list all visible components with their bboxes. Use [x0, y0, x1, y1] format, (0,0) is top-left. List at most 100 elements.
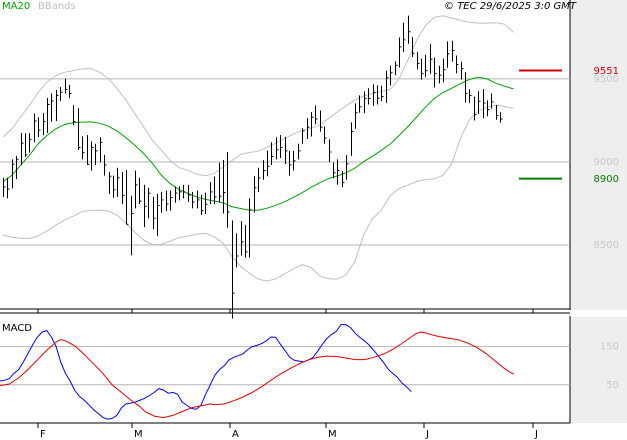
price-bar [192, 191, 195, 209]
price-bar [91, 141, 94, 171]
ohlc-bars [3, 15, 503, 319]
ma20-line [2, 76, 514, 211]
price-bar [302, 128, 305, 144]
price-bar [386, 70, 389, 104]
support-level-label: 8900 [594, 174, 619, 185]
price-tick-label: 9000 [594, 157, 619, 168]
price-bar [122, 171, 125, 205]
price-bar [144, 184, 147, 228]
price-bar [197, 190, 200, 209]
price-bar [425, 54, 428, 78]
month-label: J [534, 429, 538, 440]
bband-upper-line [2, 15, 514, 177]
price-bar [342, 170, 345, 188]
price-bar [285, 136, 288, 165]
macd-axis-panel [570, 317, 627, 423]
macd-label: MACD [2, 323, 32, 334]
price-bar [469, 89, 472, 104]
price-bar [276, 137, 279, 160]
price-bar [117, 167, 120, 197]
price-bar [293, 150, 296, 171]
price-bar [443, 58, 446, 83]
price-bar [210, 182, 213, 205]
price-bar [491, 93, 494, 109]
macd-tick-label: 50 [606, 380, 619, 391]
price-bar [205, 192, 208, 215]
price-bar [157, 194, 160, 237]
price-tick-labels: 8500 9000 9500 [594, 74, 619, 251]
price-bar [408, 15, 411, 44]
price-bar [73, 105, 76, 126]
price-bar [452, 40, 455, 62]
price-bar [421, 58, 424, 80]
price-bar [403, 22, 406, 52]
price-bar [478, 91, 481, 115]
price-bar [307, 118, 310, 140]
price-bar [21, 132, 24, 165]
price-tick-label: 9500 [594, 74, 619, 85]
price-bar [359, 95, 362, 113]
price-bar [381, 85, 384, 102]
price-bar [25, 133, 28, 157]
price-bar [219, 162, 222, 203]
price-bar [245, 224, 248, 258]
price-bar [188, 184, 191, 203]
price-bar [355, 103, 358, 129]
price-bar [487, 100, 490, 117]
price-bar [412, 36, 415, 57]
price-bar [3, 177, 6, 197]
price-bar [65, 78, 68, 94]
price-bar [496, 104, 499, 120]
price-bar [500, 112, 503, 123]
price-bar [399, 37, 402, 68]
price-bar [60, 87, 63, 102]
price-bar [223, 159, 226, 214]
price-bar [351, 122, 354, 156]
price-bar [324, 126, 327, 144]
price-bar [135, 170, 138, 209]
price-bar [447, 41, 450, 68]
ma20-polyline [2, 76, 514, 211]
price-bar [390, 65, 393, 86]
bband-lower-line [2, 104, 514, 282]
price-bar [51, 93, 54, 122]
macd-lines [0, 323, 515, 420]
price-bar [148, 187, 151, 219]
price-bar [430, 43, 433, 74]
resistance-level-label: 9551 [594, 66, 619, 77]
price-bar [483, 89, 486, 119]
macd-tick-label: 150 [600, 342, 619, 353]
price-bar [337, 159, 340, 185]
price-bar [280, 135, 283, 158]
ma20-legend: MA20 [2, 1, 30, 12]
price-bar [95, 143, 98, 165]
price-bar [333, 162, 336, 179]
price-bar [170, 190, 173, 211]
bollinger-bands [2, 15, 514, 282]
price-levels: 9551 8900 [519, 66, 619, 185]
price-bar [179, 186, 182, 201]
price-axis-panel [570, 0, 627, 310]
price-bar [69, 84, 72, 99]
price-bar [456, 55, 459, 74]
price-bar [87, 135, 90, 165]
price-bar [236, 233, 239, 268]
price-bar [461, 61, 464, 80]
price-bar [131, 195, 134, 256]
price-bar [377, 85, 380, 105]
price-bar [38, 117, 41, 138]
month-label: J [425, 429, 429, 440]
price-bar [271, 142, 274, 165]
macd-tick-labels: 50 150 [600, 342, 619, 391]
price-bar [439, 65, 442, 84]
price-bar [16, 155, 19, 180]
price-bar [161, 191, 164, 213]
price-bar [29, 133, 32, 153]
price-bar [474, 96, 477, 121]
price-bar [166, 190, 169, 212]
price-bar [241, 221, 244, 256]
price-bar [254, 176, 257, 213]
price-bar [43, 112, 46, 136]
month-label: M [328, 429, 337, 440]
